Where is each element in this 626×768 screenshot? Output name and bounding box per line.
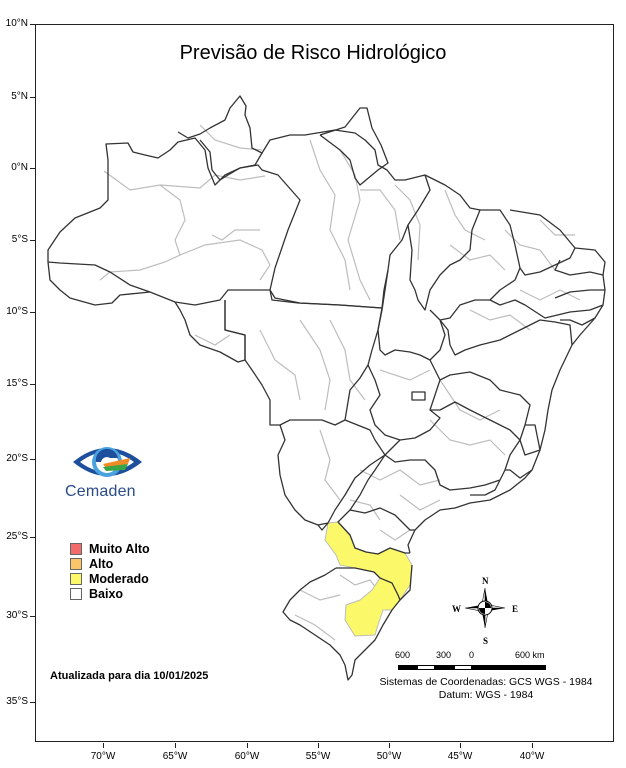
north-arrow-compass-icon	[464, 587, 506, 629]
legend-swatch-baixo	[70, 587, 82, 600]
map-frame	[35, 24, 614, 742]
legend-label: Alto	[89, 556, 114, 571]
legend-item-alto: Alto	[70, 556, 150, 571]
legend-label: Baixo	[89, 586, 124, 601]
state-borders	[47, 95, 606, 681]
latitude-tick-label: 5°N	[11, 91, 28, 102]
longitude-tick	[460, 743, 461, 748]
scale-label: 600 km	[515, 650, 545, 660]
legend-swatch-alto	[70, 557, 82, 570]
legend-label: Muito Alto	[89, 541, 150, 556]
latitude-tick	[30, 616, 35, 617]
latitude-tick	[30, 168, 35, 169]
latitude-tick-label: 0°N	[11, 162, 28, 173]
compass-south-label: S	[483, 636, 489, 646]
latitude-tick-label: 5°S	[11, 234, 28, 245]
latitude-tick-label: 20°S	[6, 453, 28, 464]
longitude-tick-label: 40°W	[519, 751, 545, 762]
updated-date-label: Atualizada para dia 10/01/2025	[50, 670, 209, 682]
longitude-tick-label: 60°W	[234, 751, 260, 762]
risk-legend: Muito Alto Alto Moderado Baixo	[70, 541, 150, 601]
coordinate-system-label: Sistemas de Coordenadas: GCS WGS - 1984	[379, 676, 593, 688]
scale-label: 300	[436, 650, 452, 660]
longitude-tick-label: 50°W	[376, 751, 402, 762]
legend-item-baixo: Baixo	[70, 586, 150, 601]
legend-item-moderado: Moderado	[70, 571, 150, 586]
longitude-tick	[103, 743, 104, 748]
latitude-tick	[30, 702, 35, 703]
longitude-tick	[318, 743, 319, 748]
longitude-tick-label: 45°W	[447, 751, 473, 762]
latitude-tick-label: 10°N	[5, 18, 28, 29]
latitude-tick-label: 30°S	[6, 610, 28, 621]
latitude-tick	[30, 537, 35, 538]
compass-west-label: W	[452, 604, 461, 614]
scale-bar	[398, 665, 546, 670]
moderado-risk-regions	[324, 521, 413, 637]
latitude-tick	[30, 97, 35, 98]
latitude-tick-label: 15°S	[6, 378, 28, 389]
legend-item-muito-alto: Muito Alto	[70, 541, 150, 556]
longitude-tick-label: 65°W	[162, 751, 188, 762]
basin-borders	[99, 124, 581, 641]
compass-north-label: N	[482, 576, 489, 586]
compass-east-label: E	[512, 604, 519, 614]
latitude-tick	[30, 240, 35, 241]
longitude-tick	[247, 743, 248, 748]
longitude-tick	[532, 743, 533, 748]
legend-swatch-muito-alto	[70, 542, 82, 555]
cemaden-logo-text: Cemaden	[65, 483, 136, 500]
longitude-tick	[175, 743, 176, 748]
latitude-tick-label: 10°S	[6, 306, 28, 317]
cemaden-logo-icon	[73, 447, 142, 477]
scale-label: 0	[469, 650, 475, 660]
longitude-tick-label: 70°W	[90, 751, 116, 762]
latitude-tick	[30, 384, 35, 385]
latitude-tick	[30, 24, 35, 25]
latitude-tick	[30, 459, 35, 460]
longitude-tick-label: 55°W	[305, 751, 331, 762]
scale-label: 600	[395, 650, 411, 660]
map-title: Previsão de Risco Hidrológico	[179, 42, 447, 64]
longitude-tick	[389, 743, 390, 748]
latitude-tick-label: 25°S	[6, 531, 28, 542]
latitude-tick	[30, 312, 35, 313]
latitude-tick-label: 35°S	[6, 696, 28, 707]
datum-label: Datum: WGS - 1984	[438, 689, 534, 701]
legend-swatch-moderado	[70, 572, 82, 585]
legend-label: Moderado	[89, 571, 149, 586]
